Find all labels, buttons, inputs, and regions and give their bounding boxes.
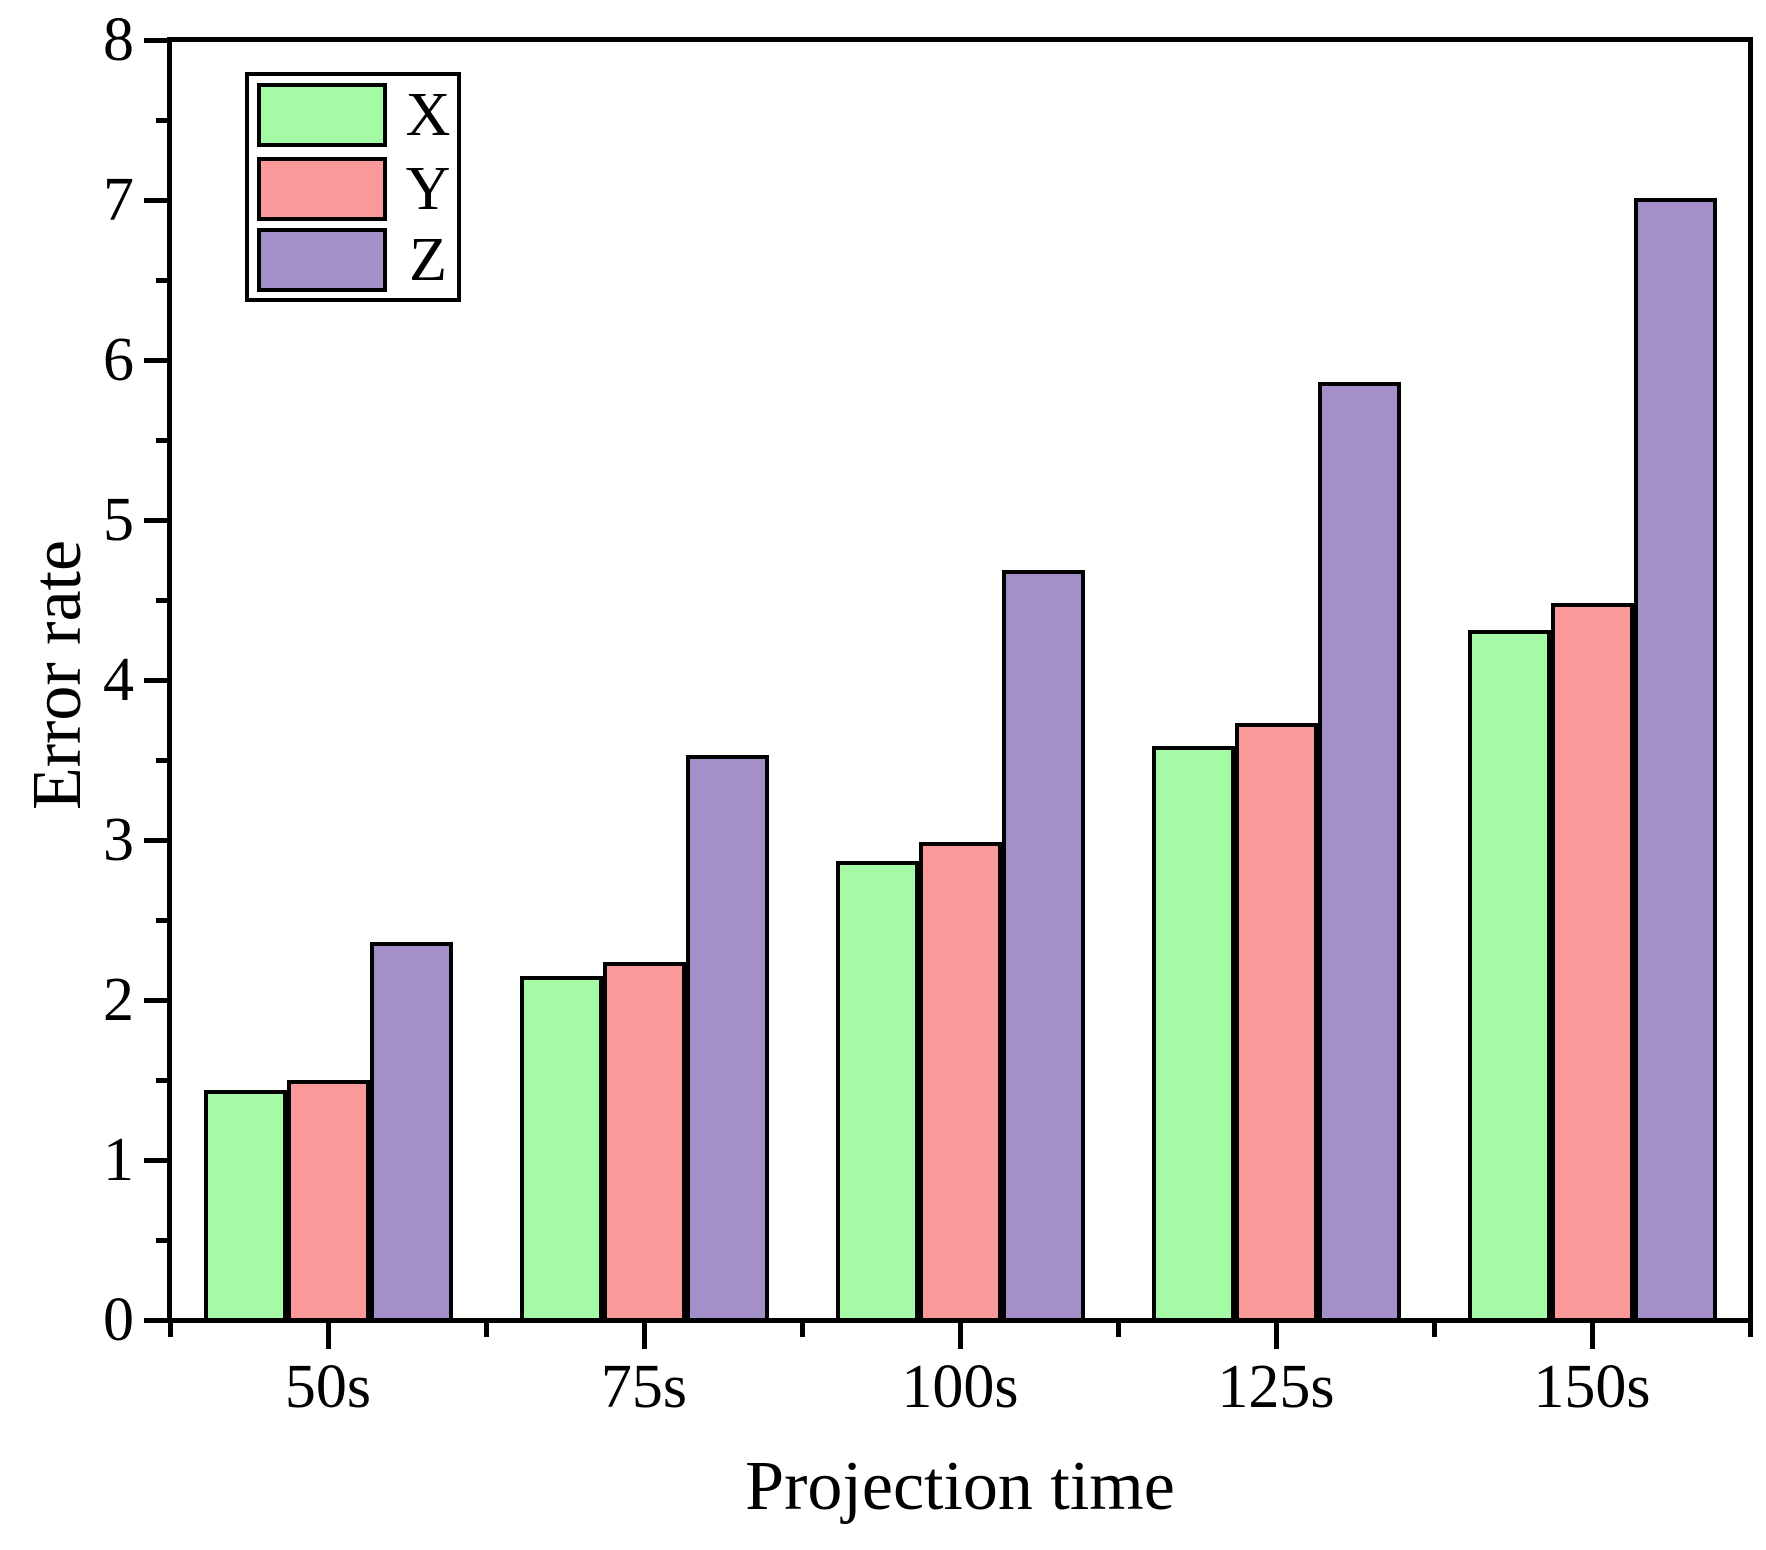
bar-y-150s: [1550, 603, 1634, 1322]
y-minor-tick: [156, 597, 170, 603]
x-tick-label: 150s: [1533, 1353, 1651, 1421]
bar-y-100s: [918, 841, 1002, 1322]
x-minor-tick: [167, 1323, 173, 1337]
legend-label-x: X: [405, 81, 451, 149]
legend-swatch-z: [257, 228, 387, 292]
bar-x-150s: [1467, 630, 1551, 1322]
x-axis-title: Projection time: [745, 1448, 1175, 1525]
y-tick-label: 8: [103, 6, 134, 74]
y-tick-label: 2: [103, 966, 134, 1034]
bar-y-125s: [1234, 723, 1318, 1322]
x-major-tick: [1589, 1323, 1595, 1349]
legend-row: Z: [249, 228, 457, 292]
y-tick-label: 3: [103, 806, 134, 874]
y-major-tick: [144, 1317, 170, 1323]
y-tick-label: 5: [103, 486, 134, 554]
x-minor-tick: [1115, 1323, 1121, 1337]
y-tick-label: 7: [103, 166, 134, 234]
x-tick-label: 125s: [1217, 1353, 1335, 1421]
x-tick-label: 100s: [901, 1353, 1019, 1421]
legend: X Y Z: [245, 72, 461, 302]
bar-z-150s: [1633, 198, 1717, 1322]
legend-swatch-y: [257, 157, 387, 221]
x-major-tick: [957, 1323, 963, 1349]
x-minor-tick: [1747, 1323, 1753, 1337]
y-major-tick: [144, 197, 170, 203]
x-minor-tick: [799, 1323, 805, 1337]
bar-y-75s: [602, 961, 686, 1322]
y-minor-tick: [156, 917, 170, 923]
bar-x-75s: [519, 976, 603, 1322]
x-major-tick: [641, 1323, 647, 1349]
y-minor-tick: [156, 277, 170, 283]
bar-z-75s: [685, 755, 769, 1322]
y-minor-tick: [156, 1237, 170, 1243]
x-tick-label: 75s: [600, 1353, 688, 1421]
y-minor-tick: [156, 117, 170, 123]
legend-swatch-x: [257, 83, 387, 147]
y-major-tick: [144, 997, 170, 1003]
bar-z-50s: [369, 942, 453, 1322]
y-major-tick: [144, 517, 170, 523]
bar-y-50s: [286, 1080, 370, 1322]
y-tick-label: 4: [103, 646, 134, 714]
y-minor-tick: [156, 437, 170, 443]
x-minor-tick: [483, 1323, 489, 1337]
legend-row: Y: [249, 157, 457, 221]
x-tick-label: 50s: [284, 1353, 372, 1421]
legend-row: X: [249, 83, 457, 147]
bar-z-125s: [1317, 382, 1401, 1322]
y-major-tick: [144, 357, 170, 363]
y-major-tick: [144, 37, 170, 43]
bar-x-100s: [835, 860, 919, 1322]
bar-x-125s: [1151, 745, 1235, 1322]
y-minor-tick: [156, 1077, 170, 1083]
x-major-tick: [1273, 1323, 1279, 1349]
y-major-tick: [144, 1157, 170, 1163]
y-minor-tick: [156, 757, 170, 763]
x-minor-tick: [1431, 1323, 1437, 1337]
legend-label-z: Z: [409, 226, 447, 294]
y-tick-label: 6: [103, 326, 134, 394]
y-tick-label: 1: [103, 1126, 134, 1194]
y-major-tick: [144, 837, 170, 843]
y-tick-label: 0: [103, 1286, 134, 1354]
x-major-tick: [325, 1323, 331, 1349]
y-major-tick: [144, 677, 170, 683]
legend-label-y: Y: [405, 155, 451, 223]
bar-x-50s: [203, 1089, 287, 1322]
bar-z-100s: [1001, 569, 1085, 1322]
